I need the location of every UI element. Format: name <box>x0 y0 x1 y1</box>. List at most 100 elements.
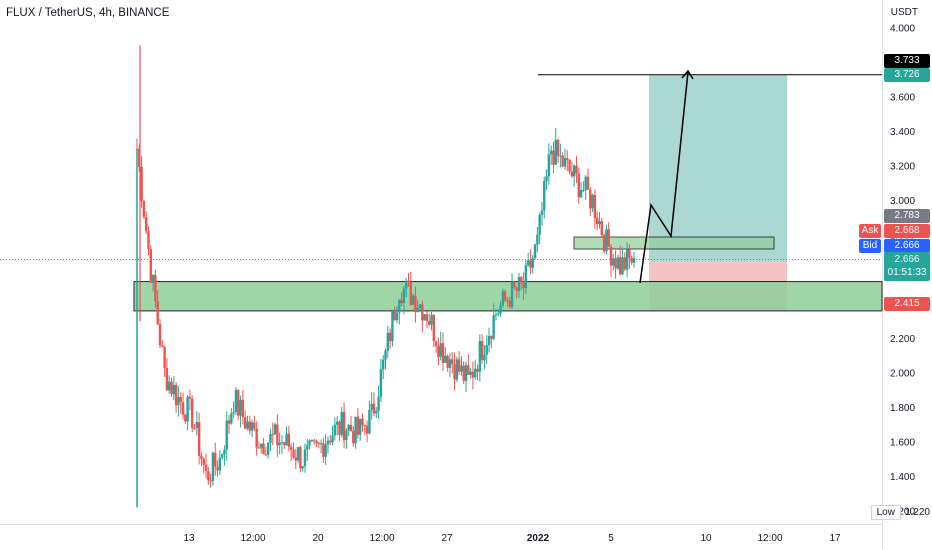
candle-body <box>476 368 479 372</box>
price-axis-tick: 2.200 <box>890 334 915 345</box>
candle-body <box>225 420 228 450</box>
price-axis-tick: 3.000 <box>890 196 915 207</box>
candle-body <box>170 381 173 395</box>
candle-body <box>262 443 265 455</box>
candle-body <box>522 282 525 289</box>
candle-body <box>331 435 334 443</box>
price-axis-tick: 1.200 <box>890 507 915 518</box>
candle-body <box>510 281 514 308</box>
candle-body <box>602 234 606 252</box>
candle-body <box>276 424 279 446</box>
time-axis-tick: 13 <box>183 533 195 544</box>
candle-body <box>609 246 613 266</box>
candle-body <box>568 160 571 172</box>
candle-body <box>156 301 159 325</box>
time-axis-tick: 27 <box>441 533 453 544</box>
candle-body <box>138 149 141 167</box>
candle-body <box>582 190 585 192</box>
candle-body <box>375 410 378 414</box>
time-axis-tick: 12:00 <box>369 533 394 544</box>
candle-body <box>319 443 323 445</box>
candle-body <box>428 320 431 325</box>
candle-body <box>572 165 576 177</box>
candle-body <box>556 139 560 156</box>
candle-body <box>395 312 399 321</box>
candle-body <box>425 314 429 321</box>
candle-body <box>315 440 318 443</box>
candle-body <box>379 369 383 397</box>
candle-body <box>614 258 617 269</box>
candle-body <box>513 281 516 288</box>
candle-body <box>234 389 238 412</box>
candle-body <box>347 424 350 431</box>
candle-body <box>317 442 320 444</box>
candle-body <box>545 176 548 181</box>
time-axis-tick: 10 <box>700 533 712 544</box>
candle-body <box>188 396 192 399</box>
candle-body <box>623 257 626 270</box>
candle-body <box>517 277 521 292</box>
time-axis-tick: 12:00 <box>757 533 782 544</box>
candle-body <box>354 416 357 444</box>
candle-body <box>598 221 601 225</box>
candle-body <box>418 304 422 308</box>
time-axis-tick: 2022 <box>527 533 550 544</box>
price-axis-tick: 4.000 <box>890 24 915 35</box>
candle-body <box>402 288 406 304</box>
candle-body <box>561 155 564 167</box>
candle-body <box>446 355 449 368</box>
candle-body <box>352 430 355 444</box>
candle-body <box>490 335 493 339</box>
candle-body <box>591 195 594 209</box>
candle-body <box>273 424 277 435</box>
candle-body <box>147 231 150 250</box>
low-value: 1.220 <box>904 507 930 518</box>
candle-body <box>158 324 162 346</box>
candle-body <box>250 422 254 431</box>
candle-body <box>338 421 341 435</box>
candle-body <box>365 425 369 434</box>
candle-body <box>434 341 438 347</box>
candle-body <box>207 471 210 481</box>
candle-body <box>630 257 633 263</box>
candle-body <box>322 443 325 457</box>
candle-body <box>186 396 189 422</box>
ask-label: Ask <box>859 224 881 238</box>
candle-body <box>264 454 268 456</box>
last-price-tag: 2.666 01:51:33 <box>884 252 930 281</box>
candle-body <box>570 171 574 177</box>
candle-body <box>437 346 440 357</box>
candle-body <box>584 176 587 191</box>
candle-body <box>218 457 222 471</box>
candle-body <box>211 452 215 481</box>
candle-body <box>177 396 180 406</box>
candle-body <box>492 315 495 339</box>
candle-body <box>335 421 339 425</box>
last-price-value: 2.666 <box>894 254 920 265</box>
candle-body <box>469 371 472 375</box>
low-marker: Low 1.220 <box>870 505 930 520</box>
candle-body <box>296 447 300 461</box>
candle-body <box>552 150 555 165</box>
candle-body <box>204 464 208 472</box>
candle-body <box>342 412 346 441</box>
candle-body <box>200 455 203 459</box>
symbol-title: FLUX / TetherUS, 4h, BINANCE <box>6 7 170 19</box>
stop-price-tag: 2.783 <box>884 209 930 223</box>
projection-arrow-head <box>681 69 694 80</box>
candle-body <box>230 413 233 424</box>
candle-body <box>501 291 505 306</box>
candle-body <box>554 139 557 165</box>
candle-body <box>455 359 459 380</box>
candle-body <box>363 424 366 426</box>
candle-body <box>237 389 240 416</box>
candle-body <box>195 422 199 428</box>
candle-body <box>464 365 468 381</box>
candle-body <box>515 287 518 292</box>
candle-body <box>595 217 599 225</box>
candle-body <box>540 210 544 215</box>
candle-body <box>409 281 413 305</box>
candle-body <box>154 274 157 302</box>
candle-body <box>628 249 631 258</box>
